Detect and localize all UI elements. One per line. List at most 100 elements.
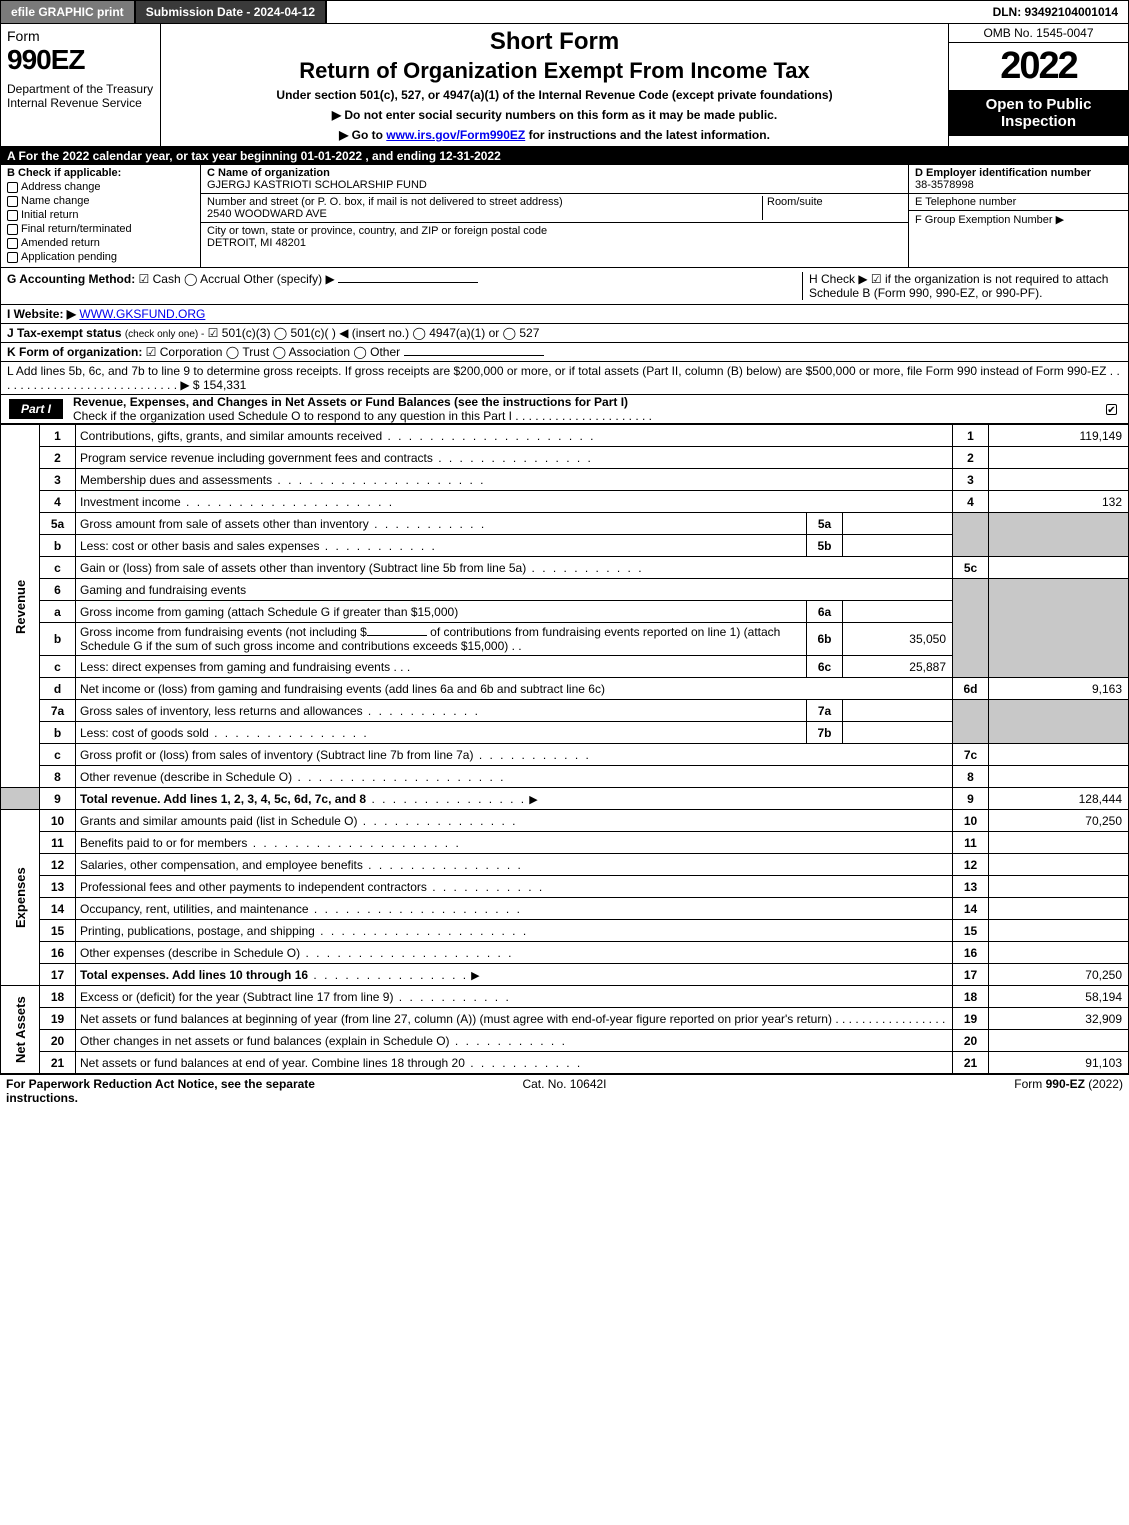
- line18-amt: 58,194: [989, 986, 1129, 1008]
- line14-rnum: 14: [953, 898, 989, 920]
- line12-desc: Salaries, other compensation, and employ…: [76, 854, 953, 876]
- line14-desc: Occupancy, rent, utilities, and maintena…: [76, 898, 953, 920]
- col-def: D Employer identification number 38-3578…: [908, 165, 1128, 267]
- line6d-desc: Net income or (loss) from gaming and fun…: [76, 678, 953, 700]
- chk-final-return[interactable]: Final return/terminated: [7, 223, 194, 235]
- c-city-label: City or town, state or province, country…: [207, 225, 902, 237]
- efile-print-button[interactable]: efile GRAPHIC print: [1, 1, 136, 23]
- org-address: 2540 WOODWARD AVE: [207, 208, 762, 220]
- line19-rnum: 19: [953, 1008, 989, 1030]
- row-j-tax-status: J Tax-exempt status (check only one) - ☑…: [0, 324, 1129, 343]
- grey-7amt: [989, 700, 1129, 744]
- irs-link[interactable]: www.irs.gov/Form990EZ: [386, 128, 525, 142]
- col-b-check-applicable: B Check if applicable: Address change Na…: [1, 165, 201, 267]
- part1-tab: Part I: [9, 399, 63, 419]
- goto-pre: ▶ Go to: [339, 128, 386, 142]
- e-phone-label: E Telephone number: [915, 196, 1122, 208]
- line13-desc: Professional fees and other payments to …: [76, 876, 953, 898]
- j-label: J Tax-exempt status: [7, 326, 122, 340]
- g-options: ☑ Cash ◯ Accrual Other (specify) ▶: [139, 272, 335, 286]
- h-schedule-b: H Check ▶ ☑ if the organization is not r…: [802, 272, 1122, 300]
- room-suite-label: Room/suite: [762, 196, 902, 220]
- line2-desc: Program service revenue including govern…: [76, 447, 953, 469]
- col-c-org-info: C Name of organization GJERGJ KASTRIOTI …: [201, 165, 908, 267]
- form-title: Return of Organization Exempt From Incom…: [299, 58, 810, 84]
- f-group: F Group Exemption Number ▶: [909, 210, 1128, 228]
- line5c-amt: [989, 557, 1129, 579]
- org-city: DETROIT, MI 48201: [207, 237, 902, 249]
- line4-rnum: 4: [953, 491, 989, 513]
- open-inspection-box: Open to Public Inspection: [949, 90, 1128, 136]
- chk-initial-return[interactable]: Initial return: [7, 209, 194, 221]
- line15-num: 15: [40, 920, 76, 942]
- chk-name-change[interactable]: Name change: [7, 195, 194, 207]
- line19-desc: Net assets or fund balances at beginning…: [76, 1008, 953, 1030]
- line7b-sv: [843, 722, 953, 744]
- line17-amt: 70,250: [989, 964, 1129, 986]
- line6b-sv: 35,050: [843, 623, 953, 656]
- line7c-amt: [989, 744, 1129, 766]
- page-footer: For Paperwork Reduction Act Notice, see …: [0, 1074, 1129, 1107]
- line11-num: 11: [40, 832, 76, 854]
- line13-rnum: 13: [953, 876, 989, 898]
- line13-num: 13: [40, 876, 76, 898]
- line18-num: 18: [40, 986, 76, 1008]
- website-link[interactable]: WWW.GKSFUND.ORG: [79, 307, 205, 321]
- header-middle: Short Form Return of Organization Exempt…: [161, 24, 948, 146]
- line7a-sn: 7a: [807, 700, 843, 722]
- line1-desc: Contributions, gifts, grants, and simila…: [76, 425, 953, 447]
- line20-num: 20: [40, 1030, 76, 1052]
- short-form-label: Short Form: [490, 28, 619, 56]
- netassets-side-label: Net Assets: [1, 986, 40, 1074]
- line5c-rnum: 5c: [953, 557, 989, 579]
- line7b-desc: Less: cost of goods sold: [76, 722, 807, 744]
- j-small: (check only one) -: [125, 329, 204, 340]
- line3-desc: Membership dues and assessments: [76, 469, 953, 491]
- form-word: Form: [7, 28, 154, 44]
- line10-num: 10: [40, 810, 76, 832]
- line9-amt: 128,444: [989, 788, 1129, 810]
- line9-desc: Total revenue. Add lines 1, 2, 3, 4, 5c,…: [76, 788, 953, 810]
- line8-desc: Other revenue (describe in Schedule O): [76, 766, 953, 788]
- line21-rnum: 21: [953, 1052, 989, 1074]
- line16-desc: Other expenses (describe in Schedule O): [76, 942, 953, 964]
- d-ein: D Employer identification number 38-3578…: [909, 165, 1128, 193]
- chk-amended-return[interactable]: Amended return: [7, 237, 194, 249]
- line16-num: 16: [40, 942, 76, 964]
- revenue-side-label: Revenue: [1, 425, 40, 788]
- line7c-desc: Gross profit or (loss) from sales of inv…: [76, 744, 953, 766]
- submission-date-button[interactable]: Submission Date - 2024-04-12: [136, 1, 327, 23]
- line5b-desc: Less: cost or other basis and sales expe…: [76, 535, 807, 557]
- line15-amt: [989, 920, 1129, 942]
- line6d-rnum: 6d: [953, 678, 989, 700]
- line3-amt: [989, 469, 1129, 491]
- footer-left: For Paperwork Reduction Act Notice, see …: [6, 1077, 378, 1105]
- top-bar: efile GRAPHIC print Submission Date - 20…: [0, 0, 1129, 24]
- form-number: 990EZ: [7, 44, 154, 76]
- chk-address-change[interactable]: Address change: [7, 181, 194, 193]
- dln-label: DLN: 93492104001014: [983, 1, 1128, 23]
- grey-5amt: [989, 513, 1129, 557]
- line10-rnum: 10: [953, 810, 989, 832]
- line12-num: 12: [40, 854, 76, 876]
- line16-amt: [989, 942, 1129, 964]
- line2-num: 2: [40, 447, 76, 469]
- footer-right: Form 990-EZ (2022): [751, 1077, 1123, 1105]
- part1-title: Revenue, Expenses, and Changes in Net As…: [73, 395, 628, 409]
- header-left: Form 990EZ Department of the Treasury In…: [1, 24, 161, 146]
- line12-amt: [989, 854, 1129, 876]
- line14-num: 14: [40, 898, 76, 920]
- i-label: I Website: ▶: [7, 307, 76, 321]
- line11-rnum: 11: [953, 832, 989, 854]
- line11-desc: Benefits paid to or for members: [76, 832, 953, 854]
- row-l-gross-receipts: L Add lines 5b, 6c, and 7b to line 9 to …: [0, 362, 1129, 395]
- line6d-amt: 9,163: [989, 678, 1129, 700]
- line8-amt: [989, 766, 1129, 788]
- line5c-num: c: [40, 557, 76, 579]
- line17-rnum: 17: [953, 964, 989, 986]
- line6a-sn: 6a: [807, 601, 843, 623]
- chk-application-pending[interactable]: Application pending: [7, 251, 194, 263]
- line3-num: 3: [40, 469, 76, 491]
- line7b-sn: 7b: [807, 722, 843, 744]
- part1-checkbox[interactable]: [1098, 402, 1128, 416]
